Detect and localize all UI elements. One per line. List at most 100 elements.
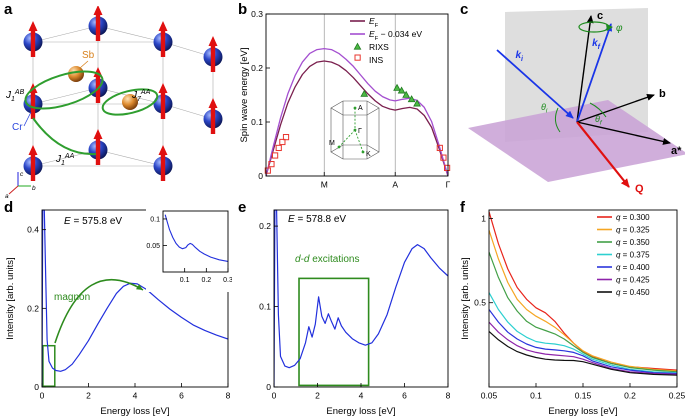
exchange-bonds (24, 70, 159, 156)
panel-f-chart: 0.05 0.1 0.15 0.2 0.25 0.5 1 Energy loss [eV] In… (460, 209, 685, 417)
marker-INS (282, 134, 290, 141)
svg-text:q = 0.375: q = 0.375 (616, 251, 650, 260)
axis-c-label: c (20, 171, 24, 178)
svg-text:EF: EF (369, 16, 379, 29)
svg-text:0.2: 0.2 (201, 277, 211, 284)
svg-text:RIXS: RIXS (369, 42, 389, 52)
bz-m-label: M (329, 140, 335, 147)
svg-text:Spin wave energy [eV]: Spin wave energy [eV] (239, 47, 250, 142)
svg-text:0.2: 0.2 (259, 221, 271, 231)
svg-text:0.3: 0.3 (251, 9, 263, 19)
annotation-box (298, 277, 370, 387)
a-star-axis-arrow (576, 121, 671, 145)
svg-text:EF − 0.034 eV: EF − 0.034 eV (369, 29, 422, 42)
svg-text:0: 0 (272, 391, 277, 401)
panel-d-chart: 0 2 4 6 8 0 0.2 0.4 Energy loss [eV] Intensity [a… (5, 209, 231, 417)
marker-INS (275, 144, 282, 152)
a-star-axis-label: a* (671, 145, 682, 157)
svg-text:q = 0.425: q = 0.425 (616, 276, 650, 285)
svg-text:q = 0.350: q = 0.350 (616, 238, 650, 247)
svg-text:0.3: 0.3 (223, 277, 232, 284)
panel-e-label: e (238, 199, 247, 216)
svg-text:0.05: 0.05 (481, 391, 498, 401)
b-axis-arrow (576, 94, 655, 123)
j7aa-label: J7AA (131, 89, 151, 103)
ki-label: ki (515, 50, 524, 63)
svg-text:0: 0 (34, 382, 39, 392)
bz-points (337, 106, 365, 154)
marker-RIXS (413, 99, 421, 107)
svg-text:q = 0.400: q = 0.400 (616, 263, 650, 272)
ki-arrow (496, 49, 574, 119)
svg-text:0.25: 0.25 (669, 391, 685, 401)
marker-INS (264, 167, 271, 174)
b-axis-label: b (659, 88, 666, 100)
svg-text:0.15: 0.15 (575, 391, 592, 401)
svg-text:0.2: 0.2 (27, 303, 39, 313)
svg-text:q = 0.300: q = 0.300 (616, 213, 650, 222)
marker-INS (440, 154, 447, 161)
annotation-box (42, 344, 56, 387)
j1aa-label: J1AA (55, 153, 75, 167)
svg-text:0.1: 0.1 (251, 117, 263, 127)
bz-gamma-label: Γ (358, 128, 362, 135)
marker-INS (443, 164, 451, 172)
theta-f-label: θf (595, 114, 603, 127)
marker-RIXS (360, 89, 369, 97)
svg-text:8: 8 (226, 391, 231, 401)
annotation-text: E = 578.8 eV (288, 214, 346, 225)
marker-INS (268, 161, 275, 168)
svg-text:0.1: 0.1 (150, 216, 160, 223)
panel-d-label: d (4, 199, 14, 216)
panel-e-chart: 0 2 4 6 8 0 0.1 0.2 Energy loss [eV] E = 578.8 eV… (259, 209, 451, 417)
sb-label: Sb (82, 50, 95, 61)
series-RIXS spectrum 575.8 eV (42, 209, 228, 388)
panel-b-label: b (238, 1, 248, 18)
annotation-text: d-d excitations (295, 254, 359, 265)
marker-RIXS (407, 95, 416, 103)
series-q = 0.425 (489, 321, 677, 375)
svg-text:Energy loss [eV]: Energy loss [eV] (548, 406, 617, 417)
brillouin-zone-inset: A Γ M K (329, 100, 380, 160)
axes-triad (8, 172, 31, 195)
bz-high-symmetry-path (338, 108, 364, 153)
bz-prism (330, 100, 380, 160)
c-axis-label: c (597, 10, 603, 22)
series-q = 0.375 (489, 292, 677, 374)
q-label: Q (635, 183, 644, 195)
sb-atoms (68, 66, 138, 110)
svg-text:0: 0 (40, 391, 45, 401)
marker-RIXS (397, 86, 406, 94)
svg-text:0.2: 0.2 (251, 63, 263, 73)
svg-text:4: 4 (133, 391, 138, 401)
marker-RIXS (402, 90, 411, 98)
annotation-text: magnon (54, 292, 90, 303)
cr-atoms (23, 16, 223, 176)
sample-plane (468, 100, 685, 182)
svg-text:4: 4 (359, 391, 364, 401)
series-E_F (266, 60, 448, 177)
svg-text:M: M (321, 180, 328, 190)
svg-text:0.1: 0.1 (180, 277, 190, 284)
svg-text:0.1: 0.1 (259, 302, 271, 312)
panel-a-label: a (4, 1, 13, 18)
svg-text:Intensity [arb. units]: Intensity [arb. units] (5, 257, 16, 339)
panel-c-label: c (460, 1, 469, 18)
series-E_F - 0.034 eV (266, 47, 448, 177)
series-q = 0.400 (489, 309, 677, 375)
svg-text:0: 0 (258, 171, 263, 181)
panel-c-scattering-geometry: c kf ki φ θi θf b a* Q (468, 8, 685, 195)
bz-a-label: A (358, 105, 363, 112)
svg-text:0: 0 (266, 382, 271, 392)
theta-i-label: θi (541, 102, 548, 115)
svg-text:2: 2 (86, 391, 91, 401)
theta-f-arc (589, 102, 607, 118)
cr-pointer-line (23, 111, 32, 127)
series-q = 0.350 (489, 251, 677, 373)
series-RIXS spectrum 578.8 eV (274, 209, 448, 388)
phi-label: φ (616, 23, 623, 34)
theta-i-arc (554, 107, 561, 133)
phi-arc-arrowhead (606, 24, 613, 31)
svg-text:2: 2 (315, 391, 320, 401)
axis-b-label: b (32, 185, 36, 192)
